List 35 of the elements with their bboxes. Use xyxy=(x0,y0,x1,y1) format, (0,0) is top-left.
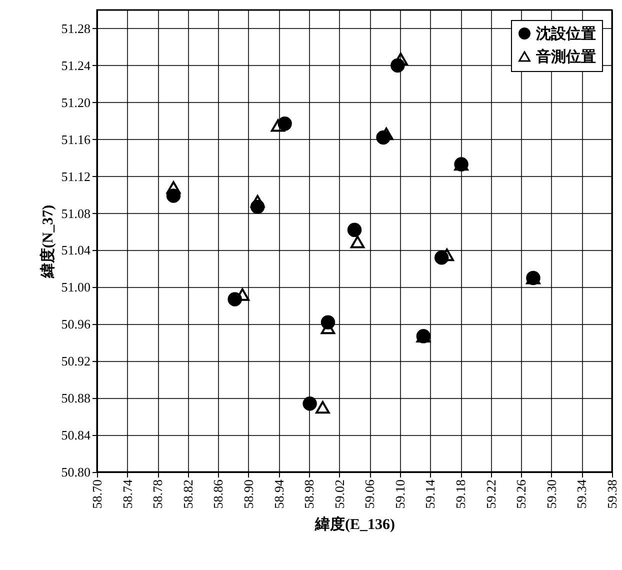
y-tick-label: 51.24 xyxy=(61,58,91,73)
x-tick-label: 59.18 xyxy=(453,480,468,509)
x-tick-label: 59.22 xyxy=(483,480,498,509)
y-tick-label: 50.96 xyxy=(61,316,91,332)
y-tick-label: 51.00 xyxy=(61,280,90,295)
x-tick-label: 59.14 xyxy=(422,479,438,509)
x-tick-label: 59.38 xyxy=(604,480,620,509)
y-tick-label: 51.16 xyxy=(61,132,91,147)
x-tick-label: 58.98 xyxy=(302,480,317,509)
y-tick-label: 50.84 xyxy=(61,428,91,443)
y-tick-label: 51.12 xyxy=(61,168,90,184)
y-tick-label: 50.92 xyxy=(61,354,90,369)
x-tick-label: 59.10 xyxy=(392,480,408,509)
x-tick-label: 58.78 xyxy=(150,480,166,509)
x-tick-label: 59.30 xyxy=(544,480,559,509)
legend-label: 沈設位置 xyxy=(535,26,596,42)
x-tick-label: 58.82 xyxy=(180,480,196,509)
y-axis-title: 緯度(N_37) xyxy=(38,204,56,280)
x-tick-label: 58.86 xyxy=(210,479,226,509)
y-tick-label: 51.28 xyxy=(61,20,90,36)
y-tick-label: 50.88 xyxy=(61,390,90,406)
x-tick-label: 59.02 xyxy=(332,480,347,509)
x-tick-label: 58.90 xyxy=(240,480,256,509)
x-tick-label: 58.74 xyxy=(120,479,135,509)
x-tick-label: 59.34 xyxy=(574,479,590,509)
y-tick-label: 51.08 xyxy=(61,206,90,221)
legend-label: 音測位置 xyxy=(535,48,596,66)
y-tick-label: 51.20 xyxy=(61,94,90,110)
x-tick-label: 59.26 xyxy=(514,479,529,509)
x-tick-label: 58.70 xyxy=(90,480,104,509)
x-axis-title: 緯度(E_136) xyxy=(314,514,395,533)
y-tick-label: 51.04 xyxy=(61,242,91,258)
x-tick-label: 58.94 xyxy=(271,479,286,509)
y-tick-label: 50.80 xyxy=(61,464,90,480)
x-tick-label: 59.06 xyxy=(362,479,378,509)
